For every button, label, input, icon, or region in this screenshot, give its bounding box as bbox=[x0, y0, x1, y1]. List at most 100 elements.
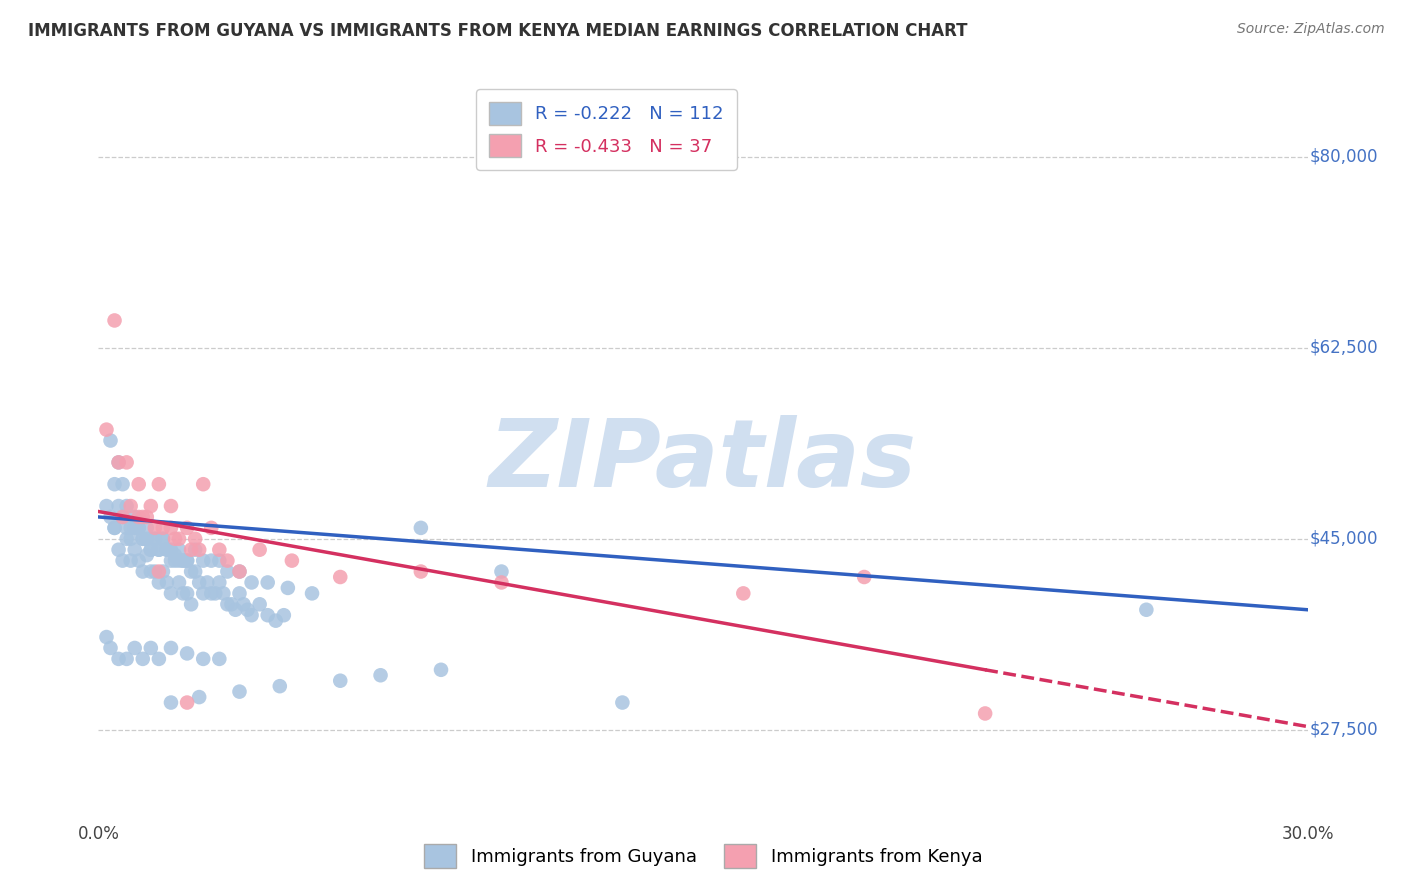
Point bbox=[163, 554, 186, 568]
Point bbox=[148, 477, 170, 491]
Point bbox=[148, 575, 170, 590]
Point bbox=[184, 542, 207, 557]
Point bbox=[180, 542, 202, 557]
Point bbox=[103, 521, 125, 535]
Point bbox=[115, 652, 138, 666]
Point bbox=[208, 542, 231, 557]
Point bbox=[167, 575, 190, 590]
Point bbox=[176, 696, 198, 710]
Point bbox=[256, 608, 278, 623]
Point bbox=[160, 554, 183, 568]
Point bbox=[208, 554, 231, 568]
Point bbox=[160, 542, 183, 557]
Point bbox=[120, 532, 142, 546]
Point bbox=[132, 565, 155, 579]
Point bbox=[107, 652, 129, 666]
Point bbox=[200, 554, 222, 568]
Point bbox=[120, 499, 142, 513]
Point bbox=[139, 499, 162, 513]
Point bbox=[184, 532, 207, 546]
Point bbox=[232, 597, 254, 611]
Point bbox=[612, 696, 634, 710]
Point bbox=[111, 554, 134, 568]
Point bbox=[370, 668, 392, 682]
Point bbox=[221, 597, 243, 611]
Point bbox=[160, 499, 183, 513]
Point bbox=[301, 586, 323, 600]
Point bbox=[208, 575, 231, 590]
Point bbox=[200, 586, 222, 600]
Point bbox=[853, 570, 876, 584]
Point bbox=[491, 565, 513, 579]
Point bbox=[111, 510, 134, 524]
Point bbox=[240, 608, 263, 623]
Point bbox=[193, 652, 215, 666]
Text: IMMIGRANTS FROM GUYANA VS IMMIGRANTS FROM KENYA MEDIAN EARNINGS CORRELATION CHAR: IMMIGRANTS FROM GUYANA VS IMMIGRANTS FRO… bbox=[28, 22, 967, 40]
Point bbox=[132, 532, 155, 546]
Point bbox=[100, 510, 122, 524]
Text: $80,000: $80,000 bbox=[1310, 148, 1378, 166]
Point bbox=[143, 565, 166, 579]
Point bbox=[224, 603, 246, 617]
Point bbox=[236, 603, 259, 617]
Point bbox=[148, 542, 170, 557]
Point bbox=[103, 313, 125, 327]
Text: $27,500: $27,500 bbox=[1310, 721, 1379, 739]
Point bbox=[240, 575, 263, 590]
Point bbox=[135, 521, 157, 535]
Point bbox=[160, 640, 183, 655]
Point bbox=[188, 690, 211, 704]
Point bbox=[217, 565, 239, 579]
Point bbox=[217, 597, 239, 611]
Text: 30.0%: 30.0% bbox=[1281, 825, 1334, 843]
Point bbox=[264, 614, 287, 628]
Point bbox=[193, 554, 215, 568]
Point bbox=[152, 532, 174, 546]
Point bbox=[132, 510, 155, 524]
Point bbox=[180, 597, 202, 611]
Point bbox=[193, 477, 215, 491]
Point bbox=[128, 554, 150, 568]
Point bbox=[115, 455, 138, 469]
Point bbox=[148, 542, 170, 557]
Point bbox=[228, 565, 250, 579]
Legend: R = -0.222   N = 112, R = -0.433   N = 37: R = -0.222 N = 112, R = -0.433 N = 37 bbox=[475, 89, 737, 170]
Point bbox=[111, 510, 134, 524]
Point bbox=[96, 499, 118, 513]
Point bbox=[172, 554, 194, 568]
Point bbox=[148, 652, 170, 666]
Point bbox=[256, 575, 278, 590]
Point bbox=[329, 673, 352, 688]
Point bbox=[212, 586, 235, 600]
Point bbox=[409, 565, 432, 579]
Point bbox=[103, 477, 125, 491]
Point bbox=[111, 477, 134, 491]
Text: ZIPatlas: ZIPatlas bbox=[489, 415, 917, 507]
Point bbox=[176, 521, 198, 535]
Point bbox=[156, 575, 179, 590]
Point bbox=[974, 706, 997, 721]
Point bbox=[160, 586, 183, 600]
Point bbox=[172, 554, 194, 568]
Point bbox=[148, 565, 170, 579]
Point bbox=[180, 565, 202, 579]
Text: Source: ZipAtlas.com: Source: ZipAtlas.com bbox=[1237, 22, 1385, 37]
Point bbox=[160, 521, 183, 535]
Point bbox=[132, 532, 155, 546]
Point bbox=[409, 521, 432, 535]
Point bbox=[143, 521, 166, 535]
Point bbox=[115, 532, 138, 546]
Point bbox=[139, 565, 162, 579]
Point bbox=[176, 554, 198, 568]
Point bbox=[217, 554, 239, 568]
Point bbox=[100, 434, 122, 448]
Point bbox=[228, 684, 250, 698]
Point bbox=[115, 499, 138, 513]
Point bbox=[329, 570, 352, 584]
Point bbox=[128, 521, 150, 535]
Point bbox=[128, 521, 150, 535]
Point bbox=[163, 532, 186, 546]
Point bbox=[124, 542, 146, 557]
Point bbox=[200, 521, 222, 535]
Point bbox=[176, 647, 198, 661]
